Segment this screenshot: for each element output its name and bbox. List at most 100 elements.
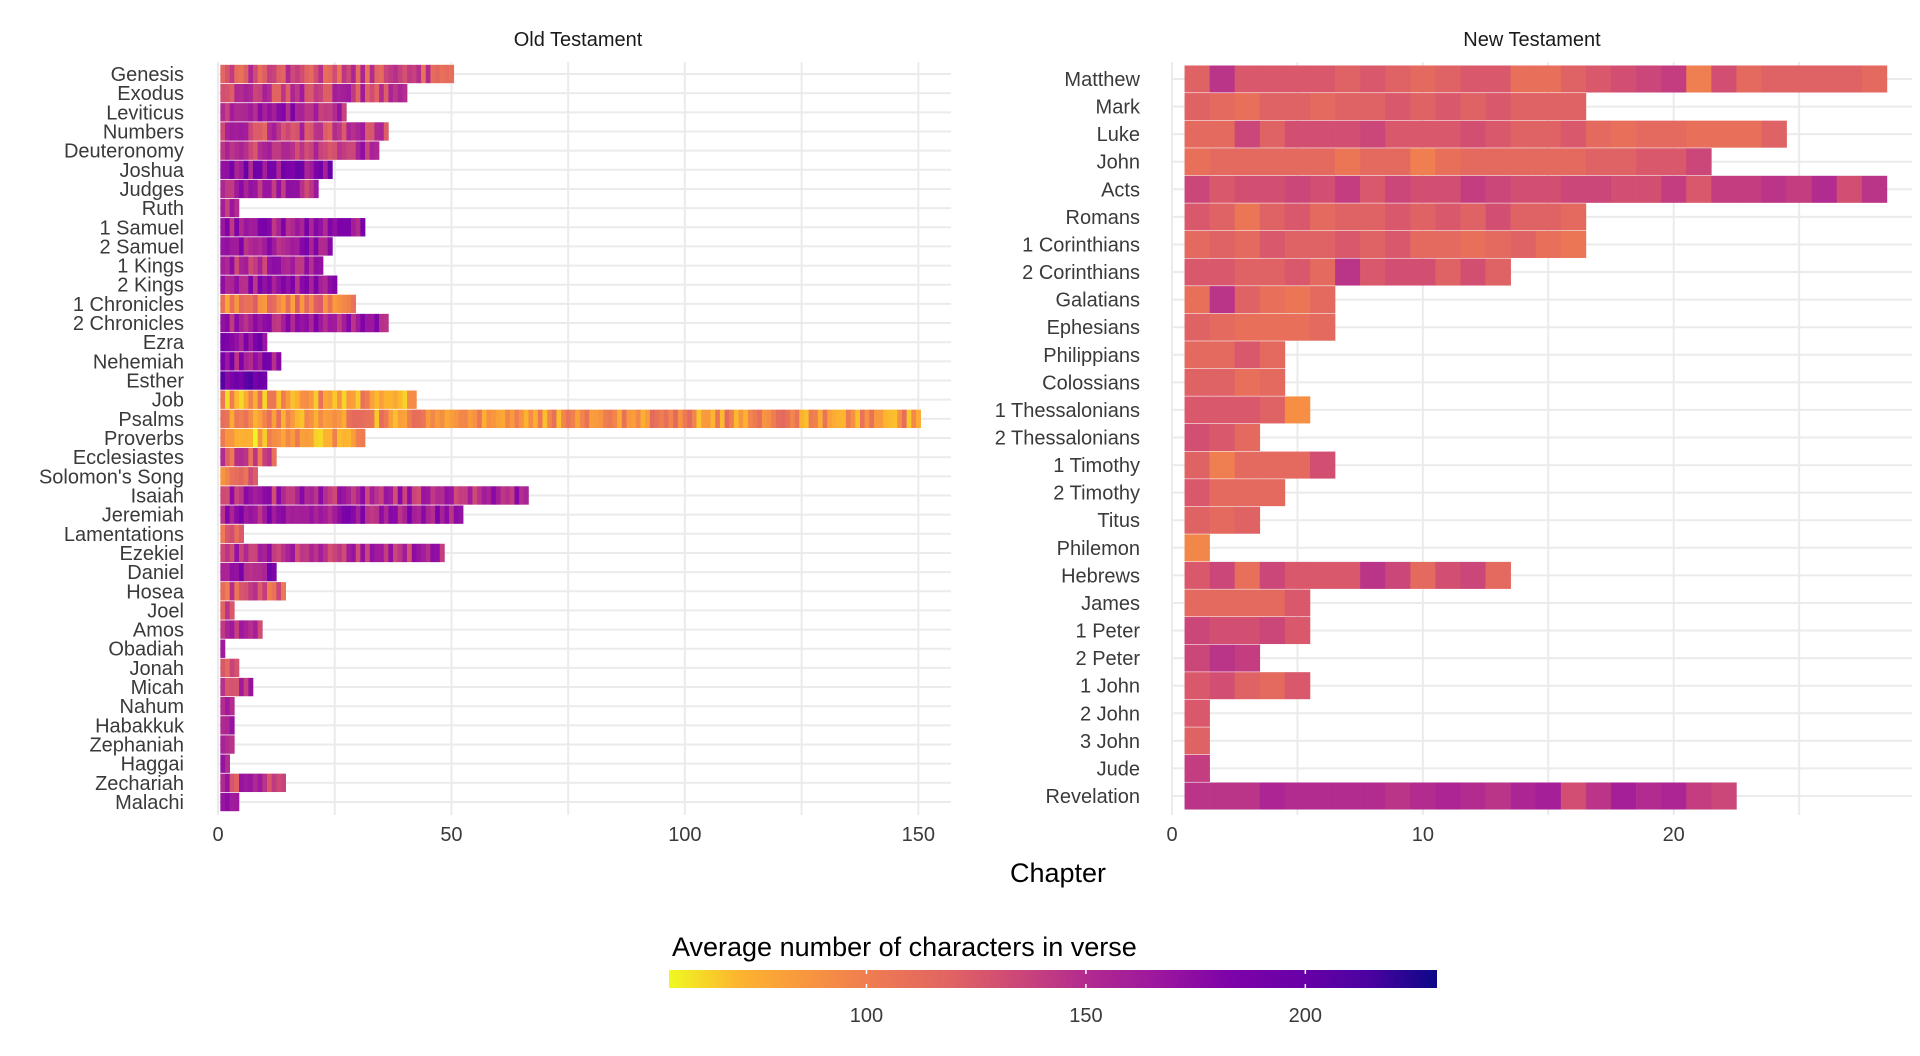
book-label: Haggai: [121, 754, 184, 776]
chapter-tile: [1234, 479, 1261, 507]
chapter-tile: [813, 409, 819, 429]
chapter-tile: [836, 409, 842, 429]
book-row-exodus: [220, 83, 408, 103]
chapter-tile: [304, 64, 310, 84]
chapter-tile: [243, 390, 249, 409]
chapter-tile: [257, 582, 263, 601]
chapter-tile: [430, 505, 436, 524]
chapter-tile: [425, 543, 431, 563]
chapter-tile: [360, 428, 366, 448]
chapter-tile: [323, 275, 329, 294]
chapter-tile: [281, 486, 286, 505]
chapter-tile: [299, 179, 305, 199]
chapter-tile: [262, 275, 268, 294]
chapter-tile: [313, 160, 319, 179]
chapter-tile: [318, 486, 324, 505]
legend-colorbar: [669, 970, 1437, 988]
chapter-tile: [449, 64, 455, 84]
chapter-tile: [262, 141, 268, 160]
chapter-tile: [295, 275, 301, 294]
chapter-tile: [313, 505, 319, 524]
chapter-tile: [271, 352, 277, 371]
x-axis-title: Chapter: [1010, 858, 1106, 888]
chapter-tile: [234, 141, 240, 160]
chapter-tile: [276, 237, 282, 256]
chapter-tile: [248, 562, 254, 582]
chapter-tile: [1335, 230, 1361, 258]
chapter-tile: [1234, 396, 1261, 424]
chapter-tile: [1460, 148, 1486, 176]
chapter-tile: [253, 467, 258, 486]
chapter-tile: [262, 160, 268, 179]
chapter-tile: [794, 409, 800, 429]
chapter-tile: [397, 390, 403, 409]
chapter-tile: [225, 122, 230, 141]
chapter-tile: [234, 352, 240, 371]
chapter-tile: [635, 409, 641, 429]
chapter-tile: [318, 409, 324, 429]
chapter-tile: [318, 275, 324, 294]
chapter-tile: [1661, 148, 1687, 176]
chapter-tile: [579, 409, 585, 429]
chapter-tile: [337, 486, 343, 505]
chapter-tile: [1535, 782, 1562, 810]
chapter-tile: [341, 122, 347, 141]
chapter-tile: [533, 409, 539, 429]
book-label: 3 John: [1080, 731, 1140, 753]
chapter-tile: [257, 371, 263, 390]
chapter-tile: [1560, 175, 1587, 203]
chapter-tile: [411, 409, 417, 429]
chapter-tile: [253, 218, 258, 237]
chapter-tile: [351, 428, 357, 448]
chapter-tile: [229, 390, 235, 409]
chapter-tile: [281, 103, 286, 122]
legend-tick-label: 100: [850, 1005, 883, 1027]
book-label: Philemon: [1057, 538, 1140, 560]
chapter-tile: [1209, 230, 1236, 258]
chapter-tile: [229, 103, 235, 122]
book-label: Numbers: [103, 121, 184, 143]
chapter-tile: [1309, 65, 1336, 93]
chapter-tile: [1736, 120, 1762, 148]
chapter-tile: [631, 409, 637, 429]
chapter-tile: [290, 294, 296, 314]
color-legend: Average number of characters in verse 10…: [669, 932, 1437, 1027]
book-label: Joel: [147, 600, 184, 622]
chapter-tile: [855, 409, 861, 429]
chapter-tile: [295, 179, 301, 199]
chapter-tile: [1786, 65, 1812, 93]
chapter-tile: [374, 64, 380, 84]
chapter-tile: [262, 562, 268, 582]
book-row-2-thessalonians: [1184, 423, 1261, 452]
chapter-tile: [327, 313, 333, 333]
chapter-tile: [290, 237, 296, 256]
chapter-tile: [323, 218, 329, 237]
chapter-tile: [243, 141, 249, 160]
chapter-tile: [276, 543, 282, 563]
chapter-tile: [365, 409, 371, 429]
chapter-tile: [1309, 561, 1336, 589]
chapter-tile: [1184, 258, 1210, 286]
chapter-tile: [234, 562, 240, 582]
chapter-tile: [304, 543, 310, 563]
chapter-tile: [332, 122, 338, 141]
book-row-2-corinthians: [1184, 258, 1511, 286]
book-label: Job: [152, 390, 184, 412]
chapter-tile: [225, 390, 230, 409]
chapter-tile: [1184, 589, 1210, 617]
chapter-tile: [323, 237, 329, 256]
chapter-tile: [1184, 203, 1210, 231]
chapter-tile: [500, 486, 506, 505]
chapter-tile: [1209, 479, 1236, 507]
chapter-tile: [1184, 148, 1210, 176]
chapter-tile: [313, 256, 319, 275]
chapter-tile: [234, 198, 240, 218]
book-row-haggai: [220, 754, 230, 773]
chapter-tile: [253, 773, 258, 793]
chapter-tile: [393, 486, 399, 505]
chapter-tile: [309, 237, 315, 256]
chapter-tile: [519, 409, 525, 429]
chapter-tile: [225, 160, 230, 179]
chapter-tile: [1209, 341, 1236, 369]
